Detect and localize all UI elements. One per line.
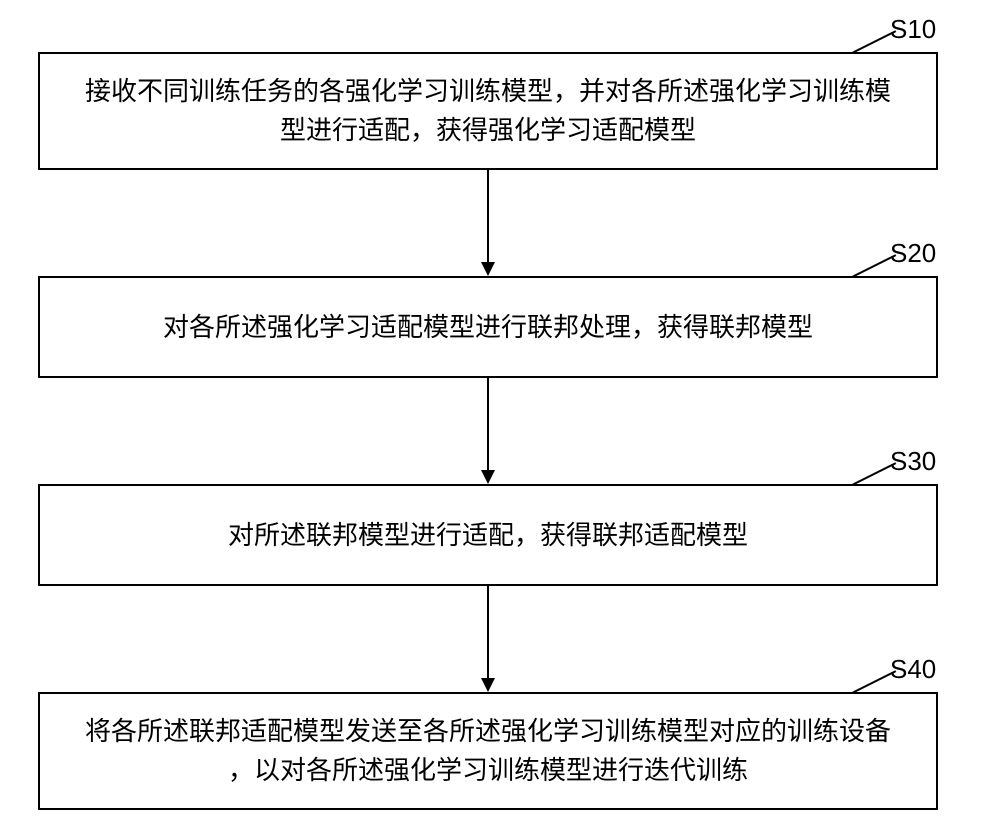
step-box-s20: 对各所述强化学习适配模型进行联邦处理，获得联邦模型 xyxy=(38,276,938,378)
step-label-s10: S10 xyxy=(890,14,936,45)
step-label-s20: S20 xyxy=(890,238,936,269)
step-box-s30: 对所述联邦模型进行适配，获得联邦适配模型 xyxy=(38,484,938,586)
step-text-s30: 对所述联邦模型进行适配，获得联邦适配模型 xyxy=(228,516,748,555)
arrow-2 xyxy=(468,376,508,486)
step-text-s10: 接收不同训练任务的各强化学习训练模型，并对各所述强化学习训练模 型进行适配，获得… xyxy=(85,72,891,150)
step-box-s10: 接收不同训练任务的各强化学习训练模型，并对各所述强化学习训练模 型进行适配，获得… xyxy=(38,52,938,170)
step-text-s40: 将各所述联邦适配模型发送至各所述强化学习训练模型对应的训练设备 ，以对各所述强化… xyxy=(85,712,891,790)
step-label-s40: S40 xyxy=(890,654,936,685)
flowchart-canvas: 接收不同训练任务的各强化学习训练模型，并对各所述强化学习训练模 型进行适配，获得… xyxy=(0,0,1000,835)
arrow-3 xyxy=(468,584,508,694)
step-text-s20: 对各所述强化学习适配模型进行联邦处理，获得联邦模型 xyxy=(163,308,813,347)
step-label-s30: S30 xyxy=(890,446,936,477)
step-box-s40: 将各所述联邦适配模型发送至各所述强化学习训练模型对应的训练设备 ，以对各所述强化… xyxy=(38,692,938,810)
arrow-1 xyxy=(468,168,508,278)
